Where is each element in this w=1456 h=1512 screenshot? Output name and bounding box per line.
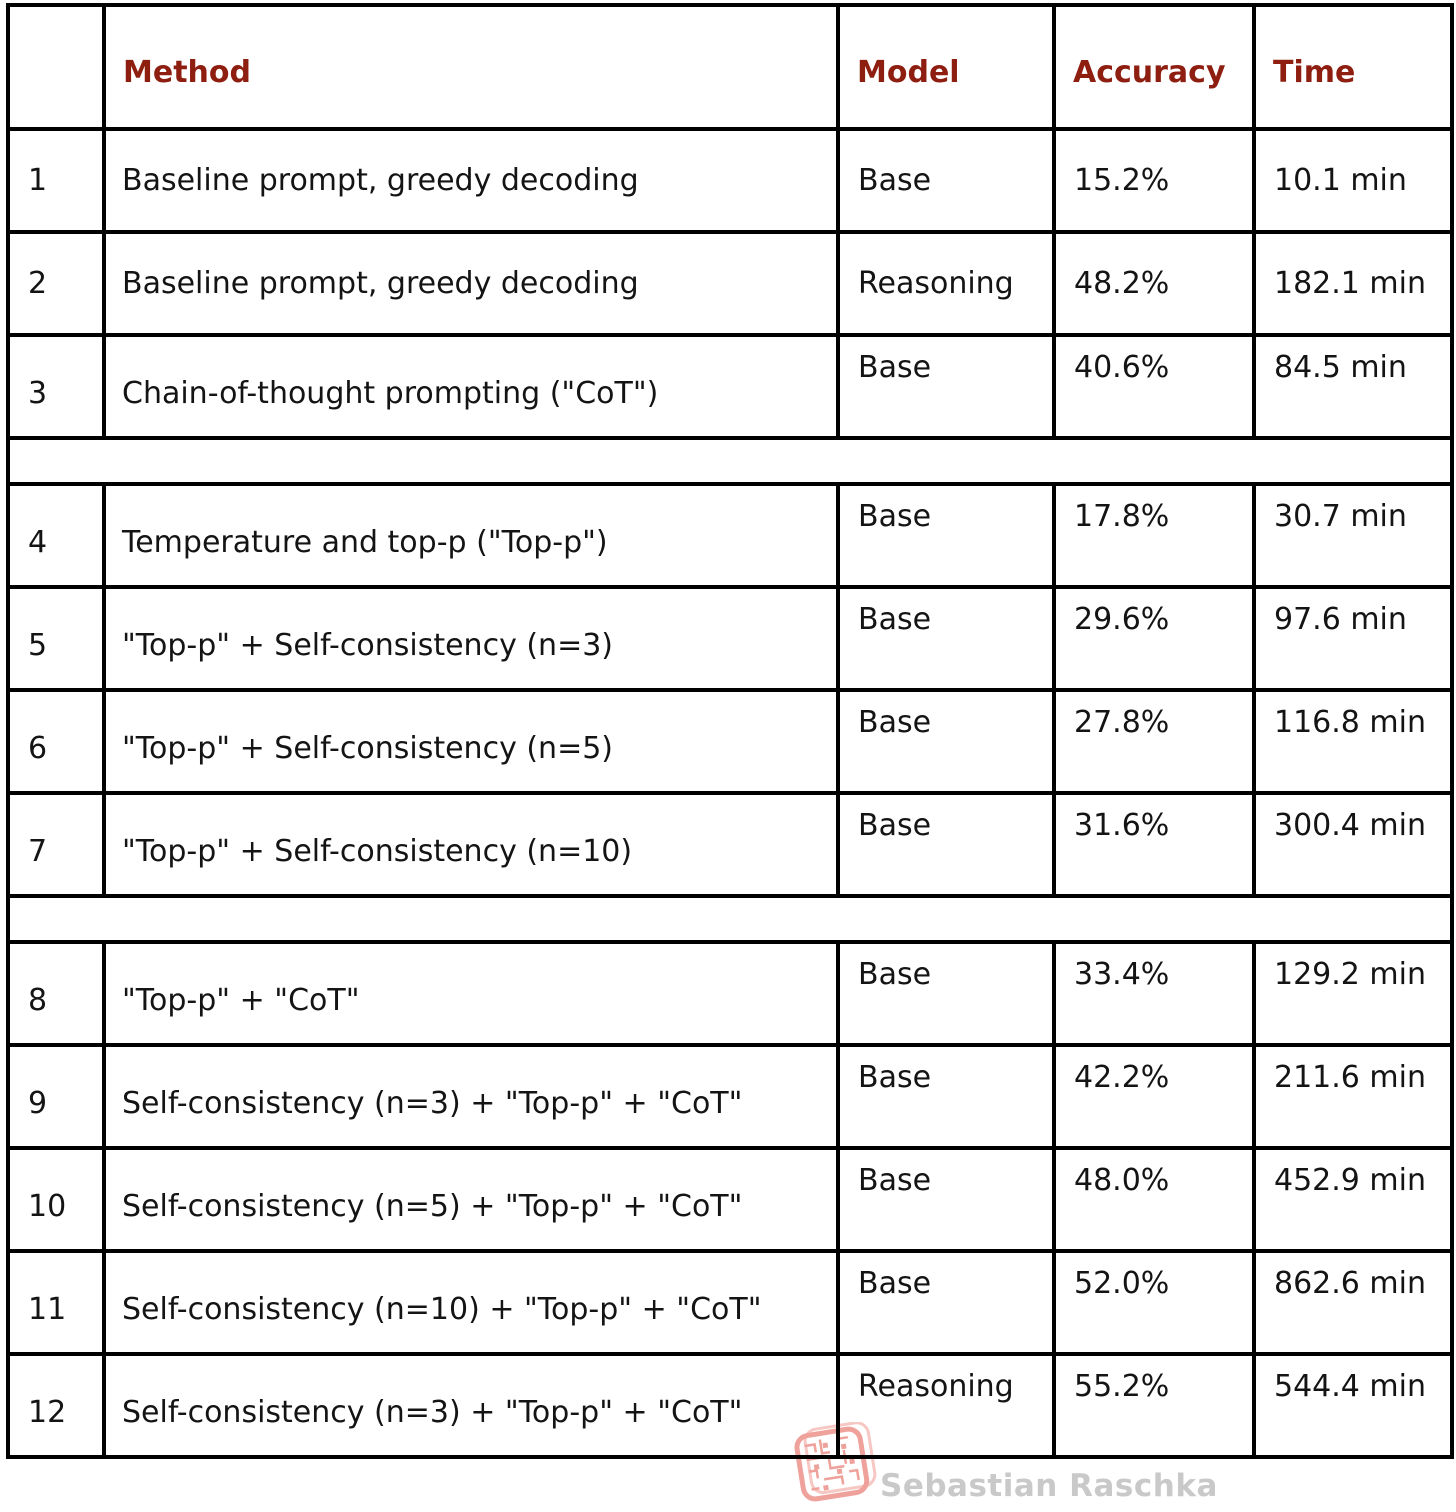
cell-time: 452.9 min: [1252, 1146, 1454, 1253]
cell-accuracy: 27.8%: [1052, 688, 1256, 795]
group-2: 4 Temperature and top-p ("Top-p") Base 1…: [6, 482, 1454, 898]
table-row: 3 Chain-of-thought prompting ("CoT") Bas…: [6, 333, 1454, 440]
header-row: Method Model Accuracy Time: [6, 3, 1454, 131]
cell-model: Base: [836, 688, 1056, 795]
cell-method: Temperature and top-p ("Top-p"): [102, 482, 840, 589]
cell-time: 30.7 min: [1252, 482, 1454, 589]
cell-num: 3: [6, 333, 106, 440]
cell-model: Base: [836, 1249, 1056, 1356]
results-table: Method Model Accuracy Time 1 Baseline pr…: [6, 3, 1454, 1459]
table-row: 4 Temperature and top-p ("Top-p") Base 1…: [6, 482, 1454, 589]
cell-num: 9: [6, 1043, 106, 1150]
table-row: 10 Self-consistency (n=5) + "Top-p" + "C…: [6, 1146, 1454, 1253]
table-row: 9 Self-consistency (n=3) + "Top-p" + "Co…: [6, 1043, 1454, 1150]
cell-accuracy: 48.2%: [1052, 230, 1256, 337]
cell-time: 97.6 min: [1252, 585, 1454, 692]
cell-accuracy: 31.6%: [1052, 791, 1256, 898]
cell-time: 862.6 min: [1252, 1249, 1454, 1356]
cell-accuracy: 33.4%: [1052, 940, 1256, 1047]
cell-model: Reasoning: [836, 230, 1056, 337]
cell-time: 300.4 min: [1252, 791, 1454, 898]
cell-method: "Top-p" + Self-consistency (n=10): [102, 791, 840, 898]
separator-row: [6, 436, 1454, 486]
cell-num: 6: [6, 688, 106, 795]
separator-band: [6, 436, 1454, 486]
cell-num: 5: [6, 585, 106, 692]
cell-method: Self-consistency (n=5) + "Top-p" + "CoT": [102, 1146, 840, 1253]
cell-method: Self-consistency (n=3) + "Top-p" + "CoT": [102, 1352, 840, 1459]
cell-accuracy: 55.2%: [1052, 1352, 1256, 1459]
separator-row: [6, 894, 1454, 944]
cell-accuracy: 40.6%: [1052, 333, 1256, 440]
cell-accuracy: 29.6%: [1052, 585, 1256, 692]
cell-method: Chain-of-thought prompting ("CoT"): [102, 333, 840, 440]
header-time: Time: [1252, 3, 1454, 131]
cell-method: Baseline prompt, greedy decoding: [102, 127, 840, 234]
cell-num: 11: [6, 1249, 106, 1356]
cell-time: 129.2 min: [1252, 940, 1454, 1047]
separator-cell: [6, 436, 1454, 486]
cell-model: Base: [836, 940, 1056, 1047]
group-3: 8 "Top-p" + "CoT" Base 33.4% 129.2 min 9…: [6, 940, 1454, 1459]
cell-time: 84.5 min: [1252, 333, 1454, 440]
header-method: Method: [102, 3, 840, 131]
cell-method: Baseline prompt, greedy decoding: [102, 230, 840, 337]
cell-model: Base: [836, 1146, 1056, 1253]
cell-method: "Top-p" + Self-consistency (n=5): [102, 688, 840, 795]
cell-time: 10.1 min: [1252, 127, 1454, 234]
cell-model: Base: [836, 791, 1056, 898]
cell-time: 182.1 min: [1252, 230, 1454, 337]
cell-model: Base: [836, 482, 1056, 589]
cell-num: 2: [6, 230, 106, 337]
header-num: [6, 3, 106, 131]
cell-model: Base: [836, 127, 1056, 234]
cell-num: 8: [6, 940, 106, 1047]
table-row: 12 Self-consistency (n=3) + "Top-p" + "C…: [6, 1352, 1454, 1459]
table-row: 5 "Top-p" + Self-consistency (n=3) Base …: [6, 585, 1454, 692]
cell-model: Base: [836, 1043, 1056, 1150]
cell-accuracy: 17.8%: [1052, 482, 1256, 589]
cell-accuracy: 42.2%: [1052, 1043, 1256, 1150]
cell-accuracy: 48.0%: [1052, 1146, 1256, 1253]
table-row: 6 "Top-p" + Self-consistency (n=5) Base …: [6, 688, 1454, 795]
table-row: 8 "Top-p" + "CoT" Base 33.4% 129.2 min: [6, 940, 1454, 1047]
table-row: 1 Baseline prompt, greedy decoding Base …: [6, 127, 1454, 234]
header-model: Model: [836, 3, 1056, 131]
cell-time: 211.6 min: [1252, 1043, 1454, 1150]
cell-accuracy: 52.0%: [1052, 1249, 1256, 1356]
cell-method: "Top-p" + Self-consistency (n=3): [102, 585, 840, 692]
cell-method: Self-consistency (n=10) + "Top-p" + "CoT…: [102, 1249, 840, 1356]
table-row: 11 Self-consistency (n=10) + "Top-p" + "…: [6, 1249, 1454, 1356]
table-row: 7 "Top-p" + Self-consistency (n=10) Base…: [6, 791, 1454, 898]
cell-method: "Top-p" + "CoT": [102, 940, 840, 1047]
cell-model: Base: [836, 585, 1056, 692]
cell-model: Base: [836, 333, 1056, 440]
cell-num: 4: [6, 482, 106, 589]
cell-num: 1: [6, 127, 106, 234]
table-row: 2 Baseline prompt, greedy decoding Reaso…: [6, 230, 1454, 337]
separator-cell: [6, 894, 1454, 944]
cell-time: 116.8 min: [1252, 688, 1454, 795]
watermark-author: Sebastian Raschka: [880, 1468, 1218, 1504]
cell-num: 12: [6, 1352, 106, 1459]
cell-accuracy: 15.2%: [1052, 127, 1256, 234]
header-accuracy: Accuracy: [1052, 3, 1256, 131]
cell-num: 7: [6, 791, 106, 898]
cell-time: 544.4 min: [1252, 1352, 1454, 1459]
cell-method: Self-consistency (n=3) + "Top-p" + "CoT": [102, 1043, 840, 1150]
separator-band: [6, 894, 1454, 944]
cell-model: Reasoning: [836, 1352, 1056, 1459]
cell-num: 10: [6, 1146, 106, 1253]
group-1: 1 Baseline prompt, greedy decoding Base …: [6, 127, 1454, 440]
